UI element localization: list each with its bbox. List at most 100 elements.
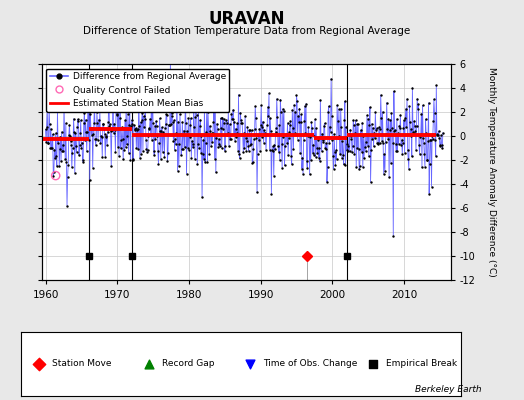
Point: [307, 157, 315, 163]
Point: [340, 161, 348, 168]
Point: [197, 133, 205, 139]
Point: [105, 123, 114, 129]
Point: [73, 124, 81, 130]
Point: [238, 132, 247, 138]
Point: [206, 128, 215, 134]
Point: [403, 146, 412, 153]
Point: [424, 100, 433, 106]
Point: [181, 144, 189, 150]
Point: [217, 145, 226, 151]
Point: [49, 172, 58, 179]
Point: [319, 139, 328, 145]
Point: [377, 115, 386, 121]
Point: [45, 106, 53, 112]
Point: [347, 132, 355, 139]
Point: [224, 107, 233, 114]
Point: [62, 120, 70, 126]
Point: [184, 115, 192, 122]
Point: [336, 151, 344, 158]
Point: [230, 131, 238, 138]
Point: [179, 128, 188, 134]
Point: [117, 137, 126, 144]
Point: [389, 232, 398, 239]
Point: [265, 90, 273, 97]
Point: [103, 142, 111, 148]
Point: [165, 122, 173, 128]
Point: [369, 124, 377, 131]
Point: [283, 120, 292, 126]
Point: [254, 151, 262, 157]
Point: [396, 125, 404, 132]
Point: [303, 133, 312, 139]
Point: [381, 138, 390, 145]
Point: [112, 104, 120, 111]
Point: [259, 118, 267, 125]
Point: [64, 161, 72, 168]
Point: [92, 136, 101, 142]
Point: [252, 115, 260, 122]
Point: [417, 110, 425, 117]
Point: [196, 117, 204, 123]
Point: [117, 145, 125, 152]
Point: [260, 127, 268, 134]
Point: [101, 131, 109, 137]
Point: [281, 132, 290, 138]
Point: [136, 119, 145, 125]
Point: [372, 127, 380, 133]
Point: [218, 114, 226, 121]
Point: [415, 142, 423, 148]
Point: [69, 116, 78, 122]
Point: [223, 132, 232, 138]
Point: [407, 133, 415, 139]
Point: [302, 158, 311, 164]
Point: [268, 147, 276, 154]
Point: [358, 119, 366, 126]
Point: [141, 136, 150, 143]
Point: [174, 118, 182, 125]
Point: [106, 128, 115, 134]
Point: [177, 152, 185, 159]
Point: [336, 105, 345, 112]
Point: [140, 124, 148, 130]
Point: [397, 141, 405, 148]
Point: [375, 124, 383, 130]
Point: [231, 125, 239, 132]
Point: [367, 147, 375, 153]
Point: [387, 160, 395, 166]
Point: [272, 96, 281, 102]
Point: [350, 122, 358, 128]
Point: [155, 140, 163, 146]
Point: [124, 150, 133, 156]
Point: [400, 117, 408, 124]
Point: [147, 131, 155, 138]
Point: [208, 130, 216, 137]
Point: [309, 150, 317, 156]
Point: [187, 155, 195, 161]
Point: [136, 154, 144, 161]
Point: [411, 122, 419, 129]
Point: [226, 136, 235, 142]
Point: [288, 161, 296, 168]
Point: [271, 146, 279, 152]
Point: [86, 110, 94, 117]
Point: [311, 154, 320, 160]
Point: [392, 148, 400, 154]
Point: [222, 120, 231, 126]
Point: [47, 145, 56, 151]
Point: [366, 104, 374, 110]
Point: [400, 149, 409, 156]
Point: [431, 153, 440, 159]
Point: [300, 118, 309, 124]
Point: [247, 141, 255, 147]
Point: [434, 128, 443, 134]
Point: [91, 136, 99, 142]
Point: [294, 119, 303, 126]
Point: [158, 124, 166, 131]
Point: [410, 118, 418, 124]
Point: [308, 124, 316, 131]
Point: [289, 146, 298, 152]
Point: [126, 157, 135, 164]
Point: [137, 150, 145, 157]
Point: [160, 130, 168, 137]
Point: [284, 152, 292, 158]
